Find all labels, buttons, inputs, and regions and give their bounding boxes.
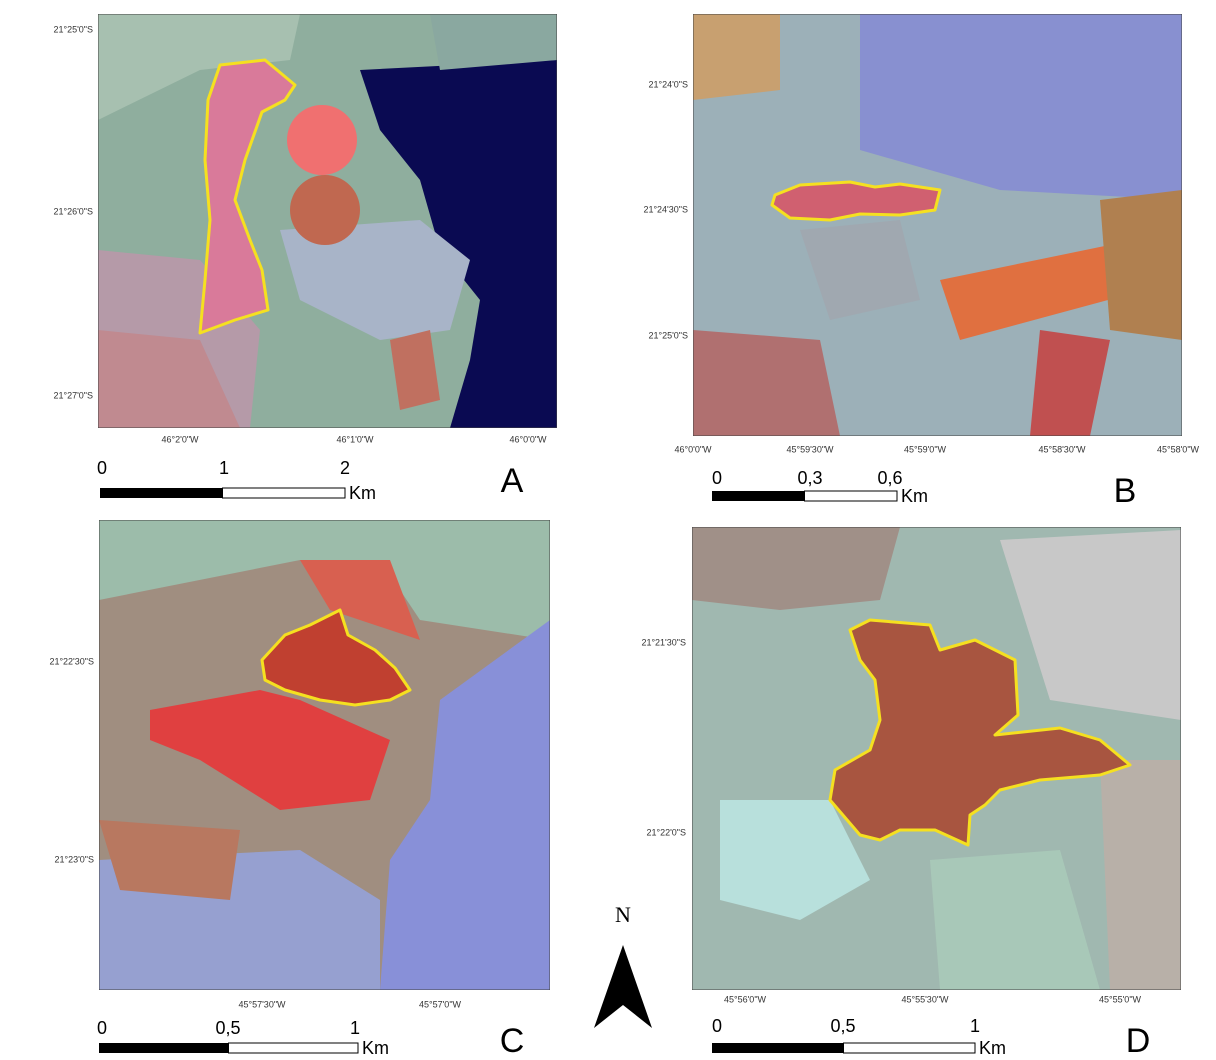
lon-label: 45°58'0"W (1157, 444, 1200, 454)
page: N 21°25'0"S 21°26'0"S 21°27'0"S 46°2'0"W 46°… (0, 0, 1216, 1060)
north-label: N (615, 902, 631, 927)
scale-unit: Km (362, 1038, 389, 1058)
scale-bar-black (99, 1043, 229, 1053)
lon-label: 46°0'0"W (509, 434, 547, 444)
lon-label: 45°58'30"W (1038, 444, 1086, 454)
lon-label: 45°56'0"W (724, 994, 767, 1004)
scale-label: 0 (712, 1016, 722, 1036)
scale-label: 1 (970, 1016, 980, 1036)
lat-label: 21°24'30"S (643, 204, 688, 214)
scale-label: 0,5 (215, 1018, 240, 1038)
scale-unit: Km (979, 1038, 1006, 1058)
scale-label: 0 (97, 1018, 107, 1038)
scale-unit: Km (901, 486, 928, 506)
scale-label: 0 (97, 458, 107, 478)
figure: N 21°25'0"S 21°26'0"S 21°27'0"S 46°2'0"W 46°… (0, 0, 1216, 1060)
panel-letter: C (500, 1022, 525, 1060)
lat-label: 21°26'0"S (53, 206, 93, 216)
scale-bar-white (223, 488, 346, 498)
lat-label: 21°25'0"S (648, 330, 688, 340)
scale-label: 0,6 (877, 468, 902, 488)
lat-label: 21°27'0"S (53, 390, 93, 400)
scale-bar-white (844, 1043, 976, 1053)
scale-bar-black (712, 491, 805, 501)
lon-label: 45°59'0"W (904, 444, 947, 454)
lon-label: 45°57'30"W (238, 999, 286, 1009)
scale-unit: Km (349, 483, 376, 503)
scale-bar-white (805, 491, 898, 501)
lon-label: 45°59'30"W (786, 444, 834, 454)
lon-label: 45°55'0"W (1099, 994, 1142, 1004)
lat-label: 21°25'0"S (53, 24, 93, 34)
lat-label: 21°21'30"S (641, 637, 686, 647)
lat-label: 21°23'0"S (54, 854, 94, 864)
lon-label: 46°2'0"W (161, 434, 199, 444)
scale-label: 0 (712, 468, 722, 488)
scale-bar-black (712, 1043, 844, 1053)
north-arrow (594, 945, 652, 1028)
scale-label: 1 (350, 1018, 360, 1038)
lon-label: 46°1'0"W (336, 434, 374, 444)
lon-label: 45°57'0"W (419, 999, 462, 1009)
panel-letter: B (1114, 472, 1137, 510)
lat-label: 21°22'30"S (49, 656, 94, 666)
scale-bar-white (229, 1043, 359, 1053)
lon-label: 46°0'0"W (674, 444, 712, 454)
map-c (99, 520, 550, 990)
panel-letter: D (1126, 1022, 1151, 1060)
scale-bar-black (100, 488, 223, 498)
map-b (693, 14, 1182, 436)
scale-label: 0,5 (830, 1016, 855, 1036)
scale-label: 1 (219, 458, 229, 478)
lat-label: 21°22'0"S (646, 827, 686, 837)
map-a (98, 14, 557, 428)
map-d (692, 527, 1181, 990)
scale-label: 0,3 (797, 468, 822, 488)
scale-label: 2 (340, 458, 350, 478)
lat-label: 21°24'0"S (648, 79, 688, 89)
panel-letter: A (501, 462, 524, 500)
lon-label: 45°55'30"W (901, 994, 949, 1004)
